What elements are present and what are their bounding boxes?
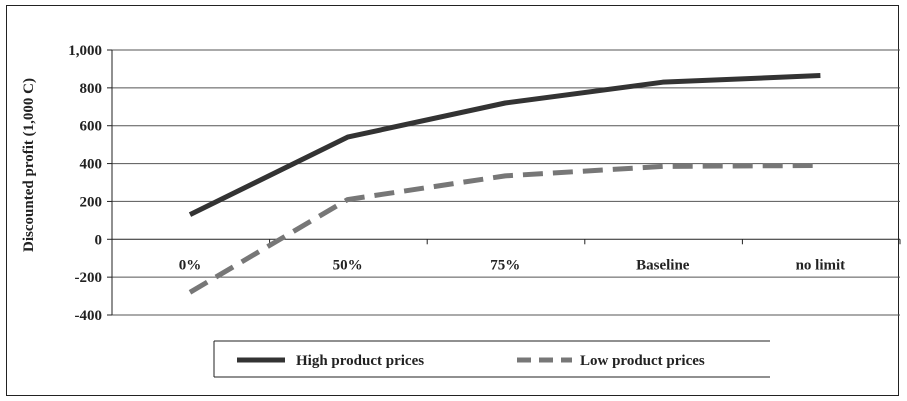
x-tick-label: no limit	[796, 257, 846, 273]
y-axis-title: Discounted profit (1,000 C)	[21, 78, 37, 252]
series-line-high	[188, 73, 821, 217]
legend-label-low: Low product prices	[580, 353, 705, 369]
legend-label-high: High product prices	[296, 353, 424, 369]
series-lines	[188, 73, 821, 295]
x-tick-label: 50%	[333, 257, 363, 273]
y-tick-label: 800	[80, 81, 103, 97]
y-tick-label: 600	[80, 119, 103, 135]
x-tick-label: Baseline	[636, 257, 690, 273]
y-tick-label: 400	[80, 157, 103, 173]
x-tick-labels: 0% 50% 75% Baseline no limit	[179, 257, 845, 273]
y-tick-label: -200	[75, 270, 103, 286]
series-line-low	[188, 162, 821, 295]
y-tick-labels: 1,000 800 600 400 200 0 -200 -400	[68, 43, 102, 324]
y-tick-label: -400	[75, 308, 103, 324]
y-tick-label: 0	[95, 232, 103, 248]
x-tick-label: 0%	[179, 257, 202, 273]
legend: High product prices Low product prices	[213, 340, 770, 378]
axes	[107, 49, 901, 316]
gridlines	[112, 49, 900, 316]
y-tick-label: 200	[80, 194, 103, 210]
y-tick-label: 1,000	[68, 43, 102, 59]
chart-frame	[6, 5, 899, 396]
x-tick-label: 75%	[490, 257, 520, 273]
